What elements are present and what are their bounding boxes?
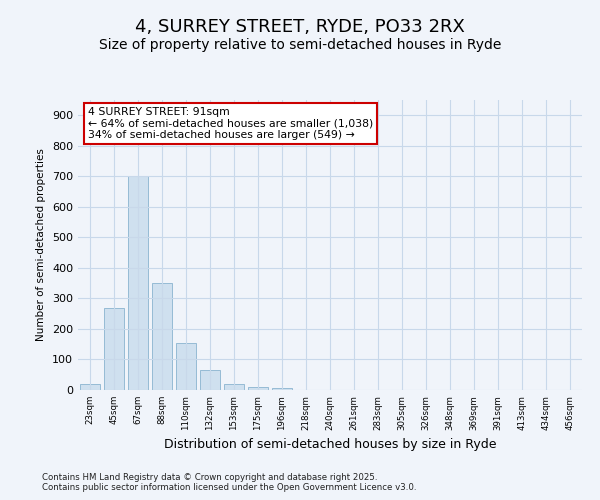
Text: Contains public sector information licensed under the Open Government Licence v3: Contains public sector information licen… bbox=[42, 484, 416, 492]
Text: 4, SURREY STREET, RYDE, PO33 2RX: 4, SURREY STREET, RYDE, PO33 2RX bbox=[135, 18, 465, 36]
Bar bbox=[176, 342, 196, 390]
Bar bbox=[224, 384, 244, 390]
Bar bbox=[272, 388, 292, 390]
Bar bbox=[80, 384, 100, 390]
Text: 4 SURREY STREET: 91sqm
← 64% of semi-detached houses are smaller (1,038)
34% of : 4 SURREY STREET: 91sqm ← 64% of semi-det… bbox=[88, 108, 373, 140]
Bar bbox=[248, 387, 268, 390]
Bar bbox=[104, 308, 124, 390]
X-axis label: Distribution of semi-detached houses by size in Ryde: Distribution of semi-detached houses by … bbox=[164, 438, 496, 451]
Bar bbox=[152, 283, 172, 390]
Text: Contains HM Land Registry data © Crown copyright and database right 2025.: Contains HM Land Registry data © Crown c… bbox=[42, 474, 377, 482]
Text: Size of property relative to semi-detached houses in Ryde: Size of property relative to semi-detach… bbox=[99, 38, 501, 52]
Bar bbox=[128, 176, 148, 390]
Y-axis label: Number of semi-detached properties: Number of semi-detached properties bbox=[37, 148, 46, 342]
Bar bbox=[200, 370, 220, 390]
